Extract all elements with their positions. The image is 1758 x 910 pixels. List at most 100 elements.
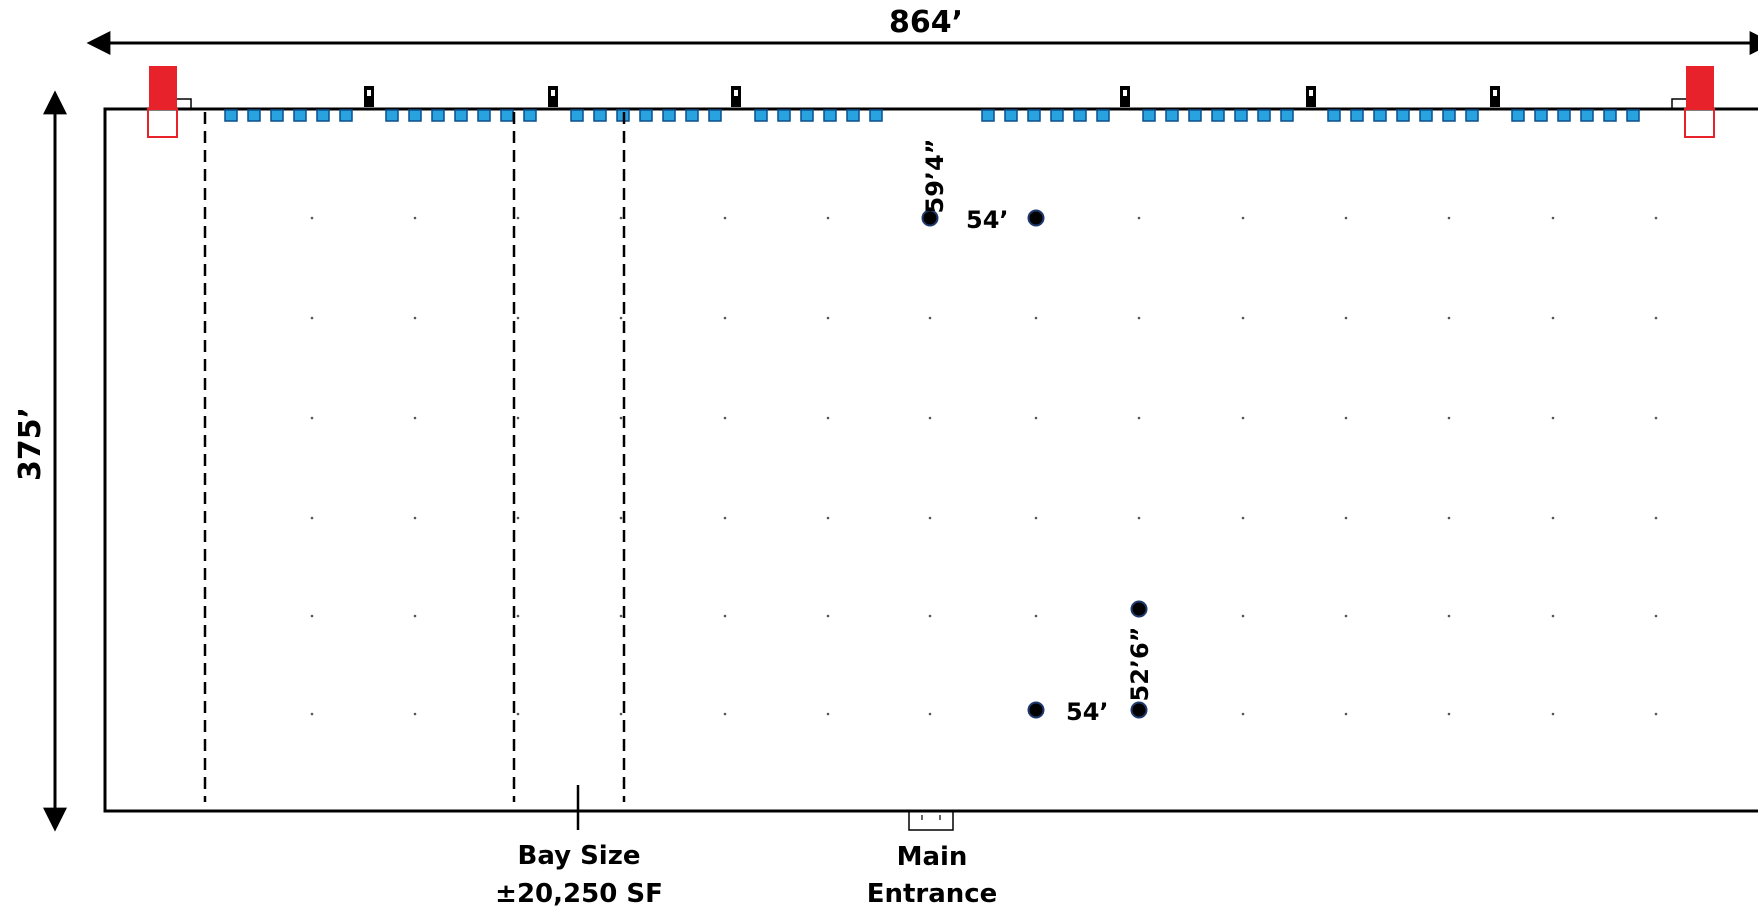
drive-in-door xyxy=(1120,86,1130,107)
main-entrance-label-2: Entrance xyxy=(867,879,998,909)
column-dot xyxy=(723,216,727,220)
dock-door xyxy=(662,109,676,122)
column-dot xyxy=(1137,316,1141,320)
dock-door xyxy=(1580,109,1594,122)
dock-door xyxy=(593,109,607,122)
dock-door xyxy=(1050,109,1064,122)
column-dot xyxy=(1344,216,1348,220)
column-dot xyxy=(1344,316,1348,320)
drive-in-door xyxy=(1306,86,1316,107)
column-spacing-bottom-horizontal: 54’ xyxy=(1066,698,1109,726)
column-dot xyxy=(516,216,520,220)
column-dot xyxy=(413,216,417,220)
dock-door xyxy=(1004,109,1018,122)
corner-stair-right xyxy=(1671,98,1686,109)
column-dot xyxy=(1241,516,1245,520)
dock-door xyxy=(754,109,768,122)
dock-door xyxy=(454,109,468,122)
column-marker-bottom-right-lower xyxy=(1130,701,1148,719)
column-dot xyxy=(1034,416,1038,420)
dock-door xyxy=(777,109,791,122)
column-dot xyxy=(1447,216,1451,220)
dock-door xyxy=(1142,109,1156,122)
column-dot xyxy=(1344,516,1348,520)
dock-door xyxy=(1280,109,1294,122)
column-dot xyxy=(928,614,932,618)
column-dot xyxy=(826,516,830,520)
column-dot xyxy=(723,316,727,320)
column-dot xyxy=(1654,614,1658,618)
dock-doors xyxy=(224,109,1640,122)
column-dot xyxy=(1447,416,1451,420)
main-entrance-icon xyxy=(908,811,954,831)
column-marker-top-left xyxy=(921,209,939,227)
column-dot xyxy=(1137,416,1141,420)
column-dot xyxy=(1654,516,1658,520)
corner-stair-left xyxy=(177,98,192,109)
main-entrance-label: Main xyxy=(897,842,968,872)
drive-in-door xyxy=(364,86,374,107)
dock-door xyxy=(408,109,422,122)
dock-door xyxy=(846,109,860,122)
dock-door xyxy=(224,109,238,122)
column-dot xyxy=(1137,216,1141,220)
dock-door xyxy=(685,109,699,122)
dock-door xyxy=(1396,109,1410,122)
column-dot xyxy=(1241,416,1245,420)
column-dot xyxy=(1551,316,1555,320)
dock-door xyxy=(869,109,883,122)
column-dot xyxy=(1551,216,1555,220)
column-dot xyxy=(619,516,623,520)
dock-door xyxy=(500,109,514,122)
column-dot xyxy=(310,316,314,320)
drive-in-door-window xyxy=(734,90,738,96)
column-dot xyxy=(1241,216,1245,220)
column-dot xyxy=(826,316,830,320)
dock-door xyxy=(1096,109,1110,122)
dock-door xyxy=(639,109,653,122)
column-dot xyxy=(826,614,830,618)
dock-door xyxy=(1511,109,1525,122)
column-dot xyxy=(826,712,830,716)
column-dot xyxy=(310,516,314,520)
dock-door xyxy=(708,109,722,122)
corner-marker-right-outline xyxy=(1684,108,1715,138)
column-dot xyxy=(310,216,314,220)
dock-door xyxy=(1419,109,1433,122)
column-dot xyxy=(516,614,520,618)
column-dot xyxy=(826,416,830,420)
dock-door xyxy=(823,109,837,122)
dock-door xyxy=(1465,109,1479,122)
column-dot xyxy=(928,416,932,420)
column-dot xyxy=(1344,614,1348,618)
column-dot xyxy=(1654,712,1658,716)
column-dot xyxy=(1241,712,1245,716)
dock-door xyxy=(570,109,584,122)
column-dot xyxy=(516,712,520,716)
column-dot xyxy=(1551,416,1555,420)
dock-door xyxy=(385,109,399,122)
column-spacing-top-horizontal: 54’ xyxy=(966,206,1009,234)
dock-door xyxy=(1626,109,1640,122)
column-dot xyxy=(1137,516,1141,520)
column-dot xyxy=(928,712,932,716)
bay-size-label: Bay Size xyxy=(518,841,641,871)
dock-door xyxy=(270,109,284,122)
column-dot xyxy=(1551,614,1555,618)
dock-door xyxy=(293,109,307,122)
column-dot xyxy=(1447,614,1451,618)
drive-in-door-window xyxy=(551,90,555,96)
column-dot xyxy=(619,216,623,220)
dock-door xyxy=(1165,109,1179,122)
drive-in-door xyxy=(731,86,741,107)
column-dot xyxy=(516,316,520,320)
dock-door xyxy=(1327,109,1341,122)
width-dimension-label: 864’ xyxy=(889,5,963,40)
column-dot xyxy=(619,416,623,420)
column-dot xyxy=(1241,614,1245,618)
column-marker-top-right xyxy=(1027,209,1045,227)
drive-in-door xyxy=(1490,86,1500,107)
corner-marker-left-fill xyxy=(149,66,177,109)
column-dot xyxy=(723,614,727,618)
dock-door xyxy=(1257,109,1271,122)
